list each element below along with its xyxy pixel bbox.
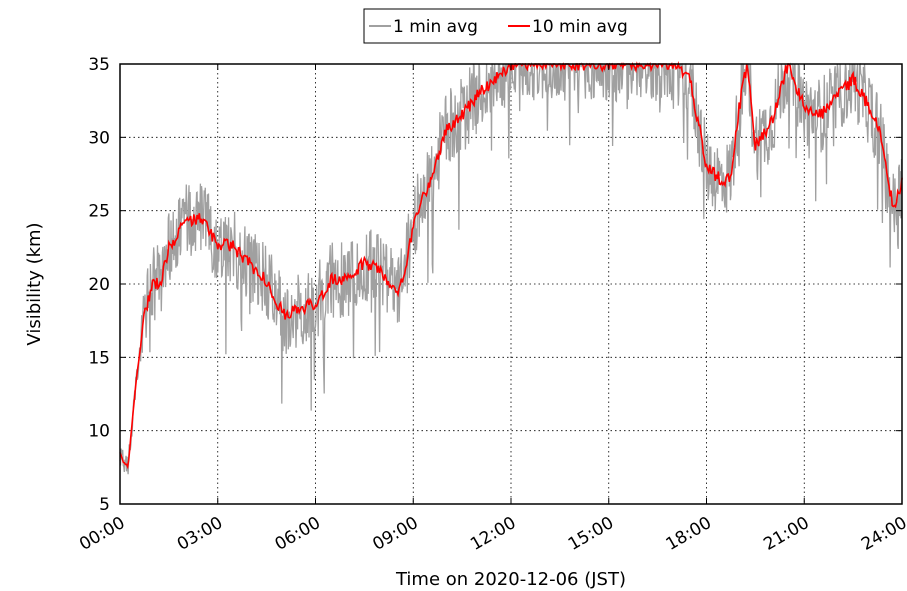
series-line-1min-avg [119,62,903,475]
x-tick-label: 06:00 [272,513,324,555]
x-tick-label: 03:00 [174,513,226,555]
x-axis-label: Time on 2020-12-06 (JST) [395,569,626,590]
x-tick-label: 15:00 [565,513,617,555]
y-tick-label: 30 [88,128,110,148]
series-line-10min-avg [119,61,903,470]
x-tick-label: 18:00 [663,513,715,555]
y-tick-label: 15 [88,348,110,368]
y-tick-label: 10 [88,422,110,442]
x-tick-label: 21:00 [760,513,812,555]
legend: 1 min avg 10 min avg [363,8,661,44]
x-tick-label: 12:00 [467,513,519,555]
y-tick-label: 35 [88,55,110,75]
x-tick-label: 09:00 [369,513,421,555]
plot-series [119,61,903,475]
x-tick-label: 00:00 [76,513,128,555]
y-axis-label: Visibility (km) [24,222,45,345]
y-tick-label: 25 [88,202,110,222]
y-tick-label: 20 [88,275,110,295]
legend-label-1min: 1 min avg [393,17,478,37]
y-tick-label: 5 [99,495,110,515]
x-tick-label: 24:00 [858,513,907,555]
legend-label-10min: 10 min avg [532,17,628,37]
